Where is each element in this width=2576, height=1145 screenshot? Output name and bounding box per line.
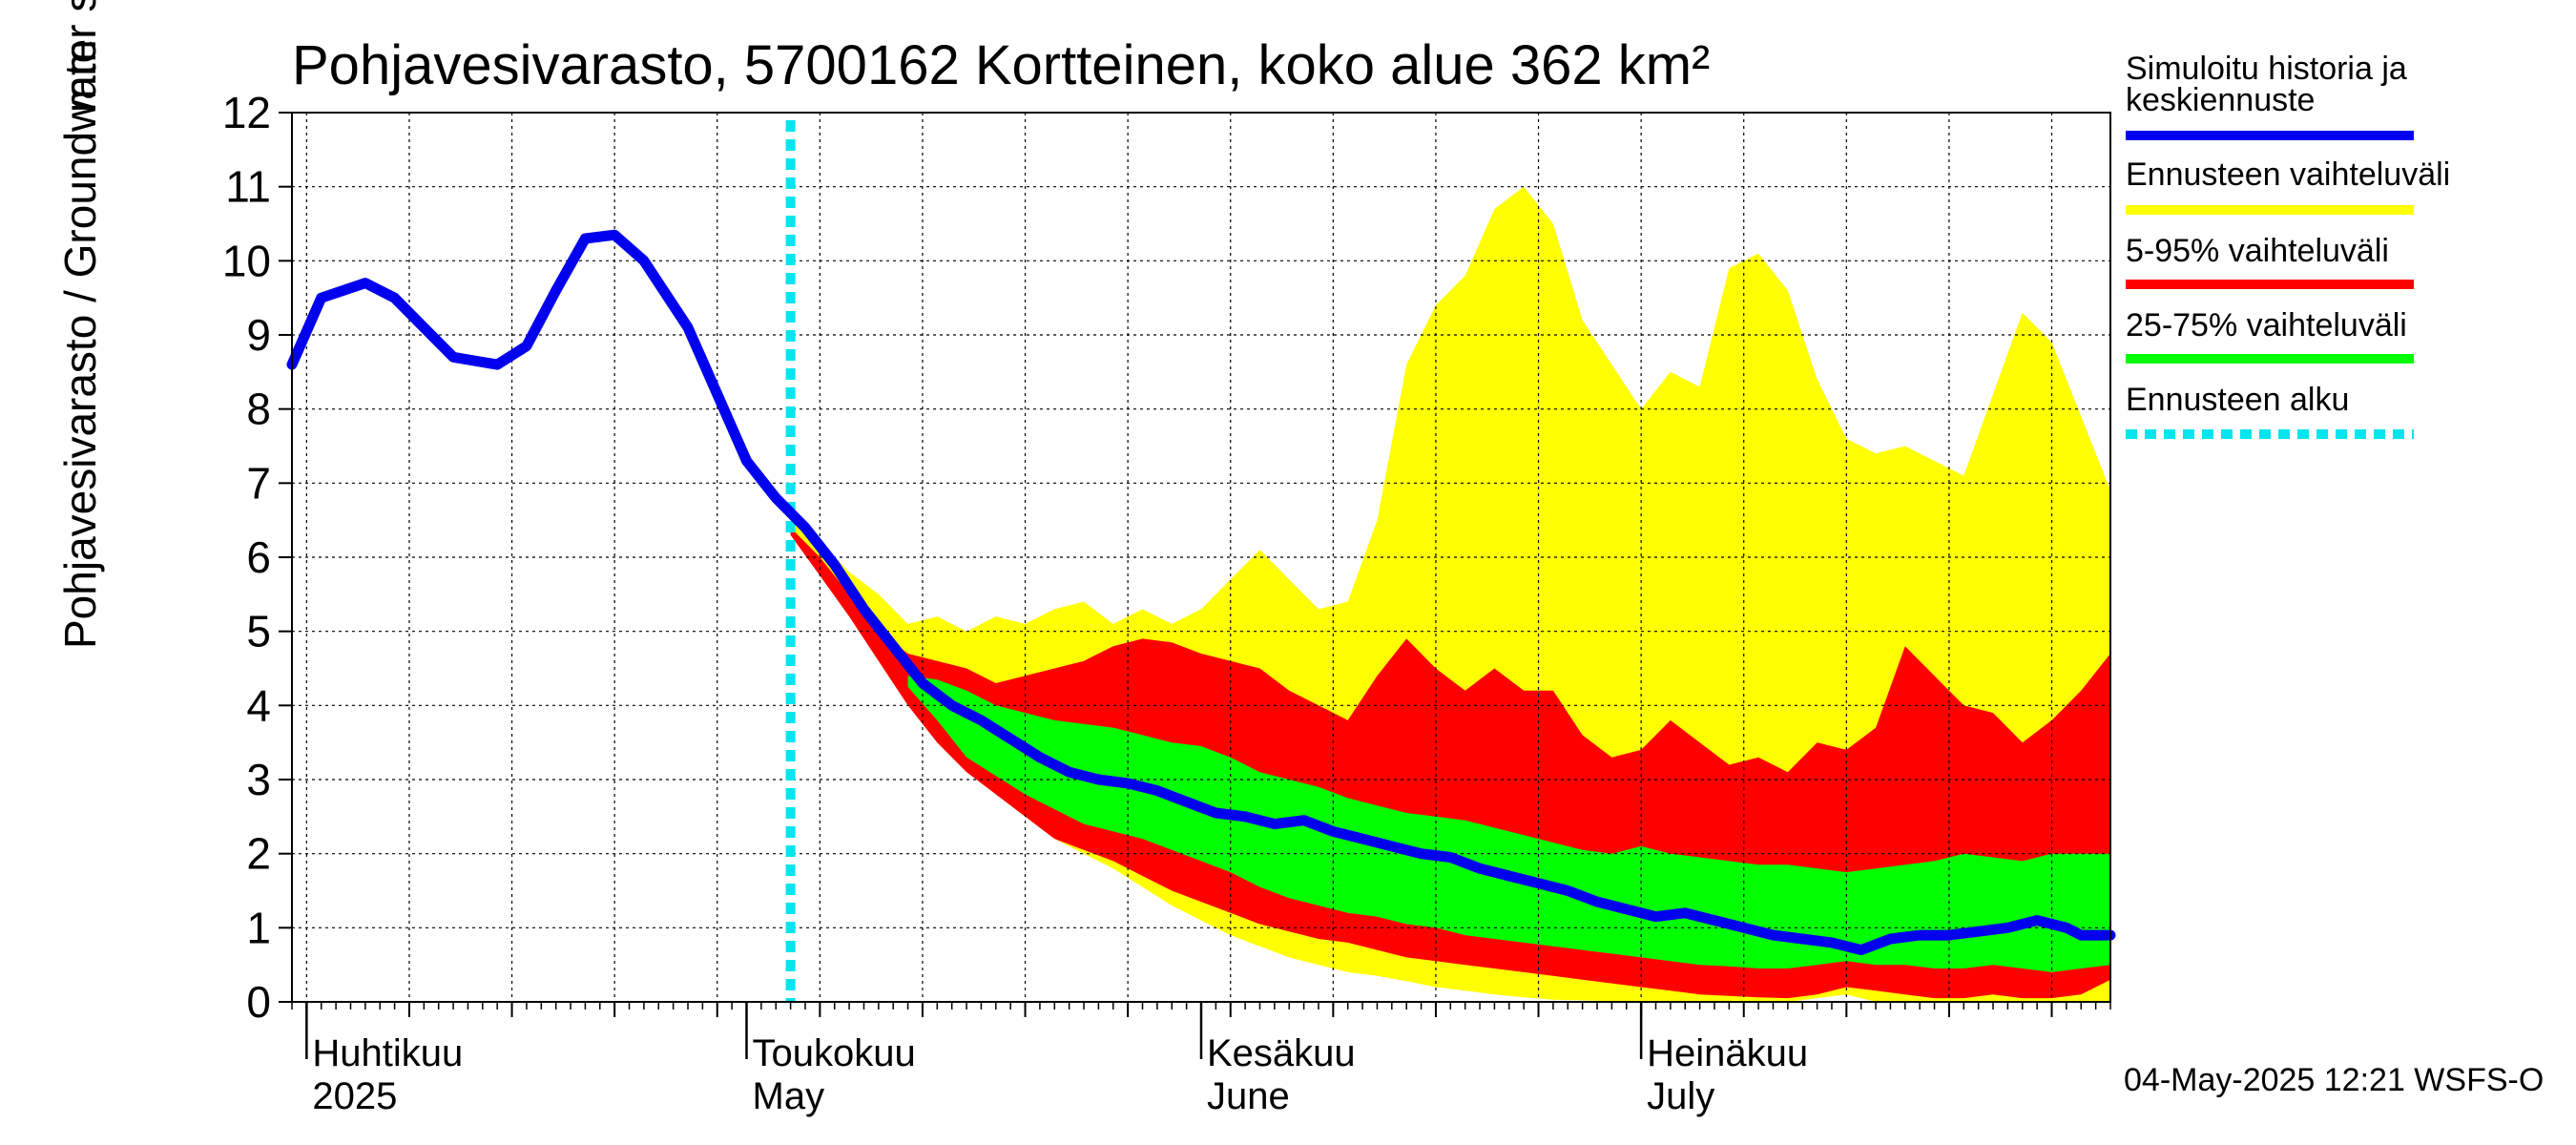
legend-label: 5-95% vaihteluväli (2126, 233, 2389, 269)
legend-label: keskiennuste (2126, 82, 2315, 118)
y-tick-label: 5 (246, 607, 271, 656)
forecast-bands (790, 186, 2110, 1002)
band-2 (907, 676, 2110, 972)
x-month-sublabel: July (1647, 1075, 1714, 1117)
legend-label: Ennusteen vaihteluväli (2126, 156, 2450, 193)
y-tick-label: 3 (246, 755, 271, 804)
y-axis-label: Pohjavesivarasto / Groundwater storage (55, 0, 105, 649)
y-tick-label: 2 (246, 829, 271, 879)
x-month-sublabel: May (753, 1075, 825, 1117)
y-tick-label: 8 (246, 385, 271, 434)
y-tick-label: 7 (246, 458, 271, 508)
y-tick-label: 10 (222, 236, 271, 285)
series-line-0 (286, 229, 2116, 956)
y-tick-label: 6 (246, 532, 271, 582)
legend-label: Simuloitu historia ja (2126, 51, 2407, 87)
x-month-sublabel: June (1207, 1075, 1290, 1117)
y-tick-label: 11 (225, 162, 271, 212)
x-month-label: Huhtikuu (312, 1032, 463, 1074)
x-month-label: Heinäkuu (1647, 1032, 1808, 1074)
y-tick-label: 12 (222, 88, 271, 137)
grid (292, 113, 2110, 1002)
series-lines (286, 229, 2116, 956)
x-month-label: Toukokuu (753, 1032, 916, 1074)
y-tick-label: 4 (246, 680, 271, 730)
x-month-sublabel: 2025 (312, 1075, 397, 1117)
legend-label: Ennusteen alku (2126, 382, 2349, 418)
y-tick-label: 0 (246, 977, 271, 1027)
y-tick-label: 9 (246, 310, 271, 360)
y-tick-label: 1 (246, 903, 271, 952)
timestamp: 04-May-2025 12:21 WSFS-O (2124, 1062, 2544, 1098)
x-month-label: Kesäkuu (1207, 1032, 1356, 1074)
legend-label: 25-75% vaihteluväli (2126, 307, 2407, 344)
chart-title: Pohjavesivarasto, 5700162 Kortteinen, ko… (292, 34, 1710, 96)
y-axis-unit: mm (55, 39, 105, 113)
